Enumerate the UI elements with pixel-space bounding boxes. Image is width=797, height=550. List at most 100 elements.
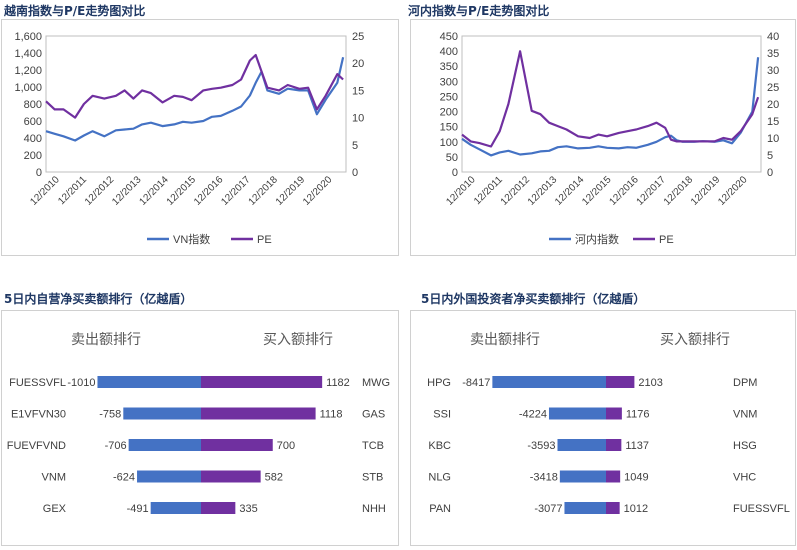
series-line-0 <box>45 57 345 142</box>
x-tick-label: 12/2019 <box>274 174 308 208</box>
legend-label: 河内指数 <box>575 232 619 246</box>
buy-name-label: FUESSVFL <box>733 503 790 515</box>
buy-name-label: GAS <box>362 409 385 421</box>
x-tick-label: 12/2010 <box>444 174 478 208</box>
sell-name-label: SSI <box>433 409 451 421</box>
buy-name-label: DPM <box>733 377 757 389</box>
panel-vn-chart: 0 200 400 600 800 1,000 1,200 1,400 1,600 0 5 10 15 2… <box>1 19 399 256</box>
buy-name-label: MWG <box>362 377 390 389</box>
sell-value-label: -4224 <box>519 409 547 421</box>
y-left-tick-label: 1,000 <box>14 82 42 94</box>
x-tick-label: 12/2020 <box>716 174 750 208</box>
sell-name-label: E1VFVN30 <box>11 409 66 421</box>
x-tick-label: 12/2014 <box>138 174 172 208</box>
y-right-tick-label: 25 <box>767 82 779 94</box>
y-left-tick-label: 100 <box>440 137 458 149</box>
y-left-tick-label: 200 <box>440 107 458 119</box>
buy-header: 买入额排行 <box>263 331 333 347</box>
chart-title-foreign: 5日内外国投资者净买卖额排行（亿越盾） <box>421 292 646 306</box>
buy-value-label: 1118 <box>320 409 343 421</box>
buy-value-label: 582 <box>265 472 283 484</box>
y-right-tick-label: 20 <box>352 58 364 70</box>
sell-value-label: -3593 <box>527 440 555 452</box>
y-left-tick-label: 200 <box>24 150 42 162</box>
sell-value-label: -8417 <box>462 377 490 389</box>
sell-value-label: -624 <box>113 472 135 484</box>
y-right-tick-label: 10 <box>352 113 364 125</box>
y-left-tick-label: 150 <box>440 122 458 134</box>
plot-area <box>45 35 347 173</box>
buy-value-label: 1137 <box>625 440 649 452</box>
x-tick-label: 12/2015 <box>165 174 199 208</box>
buy-bar <box>201 376 323 388</box>
buy-name-label: VNM <box>733 409 757 421</box>
sell-bar <box>564 502 606 514</box>
buy-bar <box>201 407 316 420</box>
chart-title-hnx: 河内指数与P/E走势图对比 <box>408 4 550 18</box>
buy-bar <box>606 407 622 420</box>
x-tick-label: 12/2012 <box>83 174 117 208</box>
y-right-tick-label: 10 <box>767 133 779 145</box>
sell-header: 卖出额排行 <box>470 331 540 347</box>
x-tick-label: 12/2020 <box>301 174 335 208</box>
y-left-tick-label: 1,400 <box>14 48 42 60</box>
sell-bar <box>559 470 606 483</box>
buy-bar <box>201 502 236 514</box>
panel-prop-ranking: 卖出额排行 买入额排行 FUESSVFL -1010 E1VFVN30 -758 FUEVF… <box>1 310 399 546</box>
y-left-tick-label: 400 <box>24 133 42 145</box>
prop-trading-ranking-chart: 卖出额排行 买入额排行 FUESSVFL -1010 E1VFVN30 -758 FUEVF… <box>7 331 390 515</box>
sell-bar <box>557 439 606 451</box>
chart-title-prop: 5日内自营净买卖额排行（亿越盾） <box>4 292 193 306</box>
chart-title-vn: 越南指数与P/E走势图对比 <box>4 4 146 18</box>
sell-value-label: -706 <box>105 440 127 452</box>
y-left-tick-label: 1,200 <box>14 65 42 77</box>
series-line-1 <box>45 53 344 119</box>
hnx-index-pe-chart: 0 50 100 150 200 250 300 350 400 450 0 5 10 15 20 25 30 3… <box>440 31 780 246</box>
sell-bar <box>97 376 201 388</box>
sell-name-label: FUEVFVND <box>7 440 66 452</box>
sell-value-label: -758 <box>99 409 121 421</box>
buy-name-label: STB <box>362 472 383 484</box>
x-tick-label: 12/2017 <box>219 174 253 208</box>
buy-value-label: 1182 <box>326 377 350 389</box>
y-left-tick-label: 50 <box>446 152 458 164</box>
buy-bar <box>606 439 622 451</box>
panel-hnx-chart: 0 50 100 150 200 250 300 350 400 450 0 5 10 15 20 25 30 3… <box>410 19 796 256</box>
y-right-tick-label: 15 <box>352 85 364 97</box>
x-tick-label: 12/2010 <box>28 174 62 208</box>
buy-bar <box>606 376 635 388</box>
sell-header: 卖出额排行 <box>71 331 141 347</box>
sell-name-label: PAN <box>429 503 451 515</box>
y-left-tick-label: 450 <box>440 31 458 43</box>
y-right-tick-label: 30 <box>767 65 779 77</box>
panel-foreign-ranking: 卖出额排行 买入额排行 HPG -8417 SSI -4224 KBC -3593 NLG -34… <box>410 310 796 546</box>
buy-value-label: 1176 <box>626 409 650 421</box>
sell-name-label: VNM <box>42 472 66 484</box>
sell-bar <box>123 407 201 420</box>
plot-area <box>461 35 762 173</box>
sell-name-label: KBC <box>428 440 451 452</box>
y-left-tick-label: 250 <box>440 91 458 103</box>
buy-bar <box>201 439 273 451</box>
y-left-tick-label: 300 <box>440 76 458 88</box>
y-right-tick-label: 20 <box>767 99 779 111</box>
foreign-trading-ranking-chart: 卖出额排行 买入额排行 HPG -8417 SSI -4224 KBC -3593 NLG -34… <box>427 331 790 515</box>
y-left-tick-label: 400 <box>440 46 458 58</box>
buy-name-label: NHH <box>362 503 386 515</box>
y-right-tick-label: 0 <box>352 167 358 179</box>
y-right-tick-label: 0 <box>767 167 773 179</box>
y-right-tick-label: 5 <box>767 150 773 162</box>
y-left-tick-label: 1,600 <box>14 31 42 43</box>
sell-bar <box>137 470 201 483</box>
sell-name-label: NLG <box>428 472 451 484</box>
buy-name-label: VHC <box>733 472 756 484</box>
sell-name-label: GEX <box>43 503 67 515</box>
buy-name-label: TCB <box>362 440 384 452</box>
y-right-tick-label: 40 <box>767 31 779 43</box>
y-right-tick-label: 15 <box>767 116 779 128</box>
y-right-tick-label: 35 <box>767 48 779 60</box>
buy-value-label: 1049 <box>624 472 648 484</box>
sell-bar <box>128 439 201 451</box>
y-left-tick-label: 0 <box>452 167 458 179</box>
sell-value-label: -3077 <box>534 503 562 515</box>
